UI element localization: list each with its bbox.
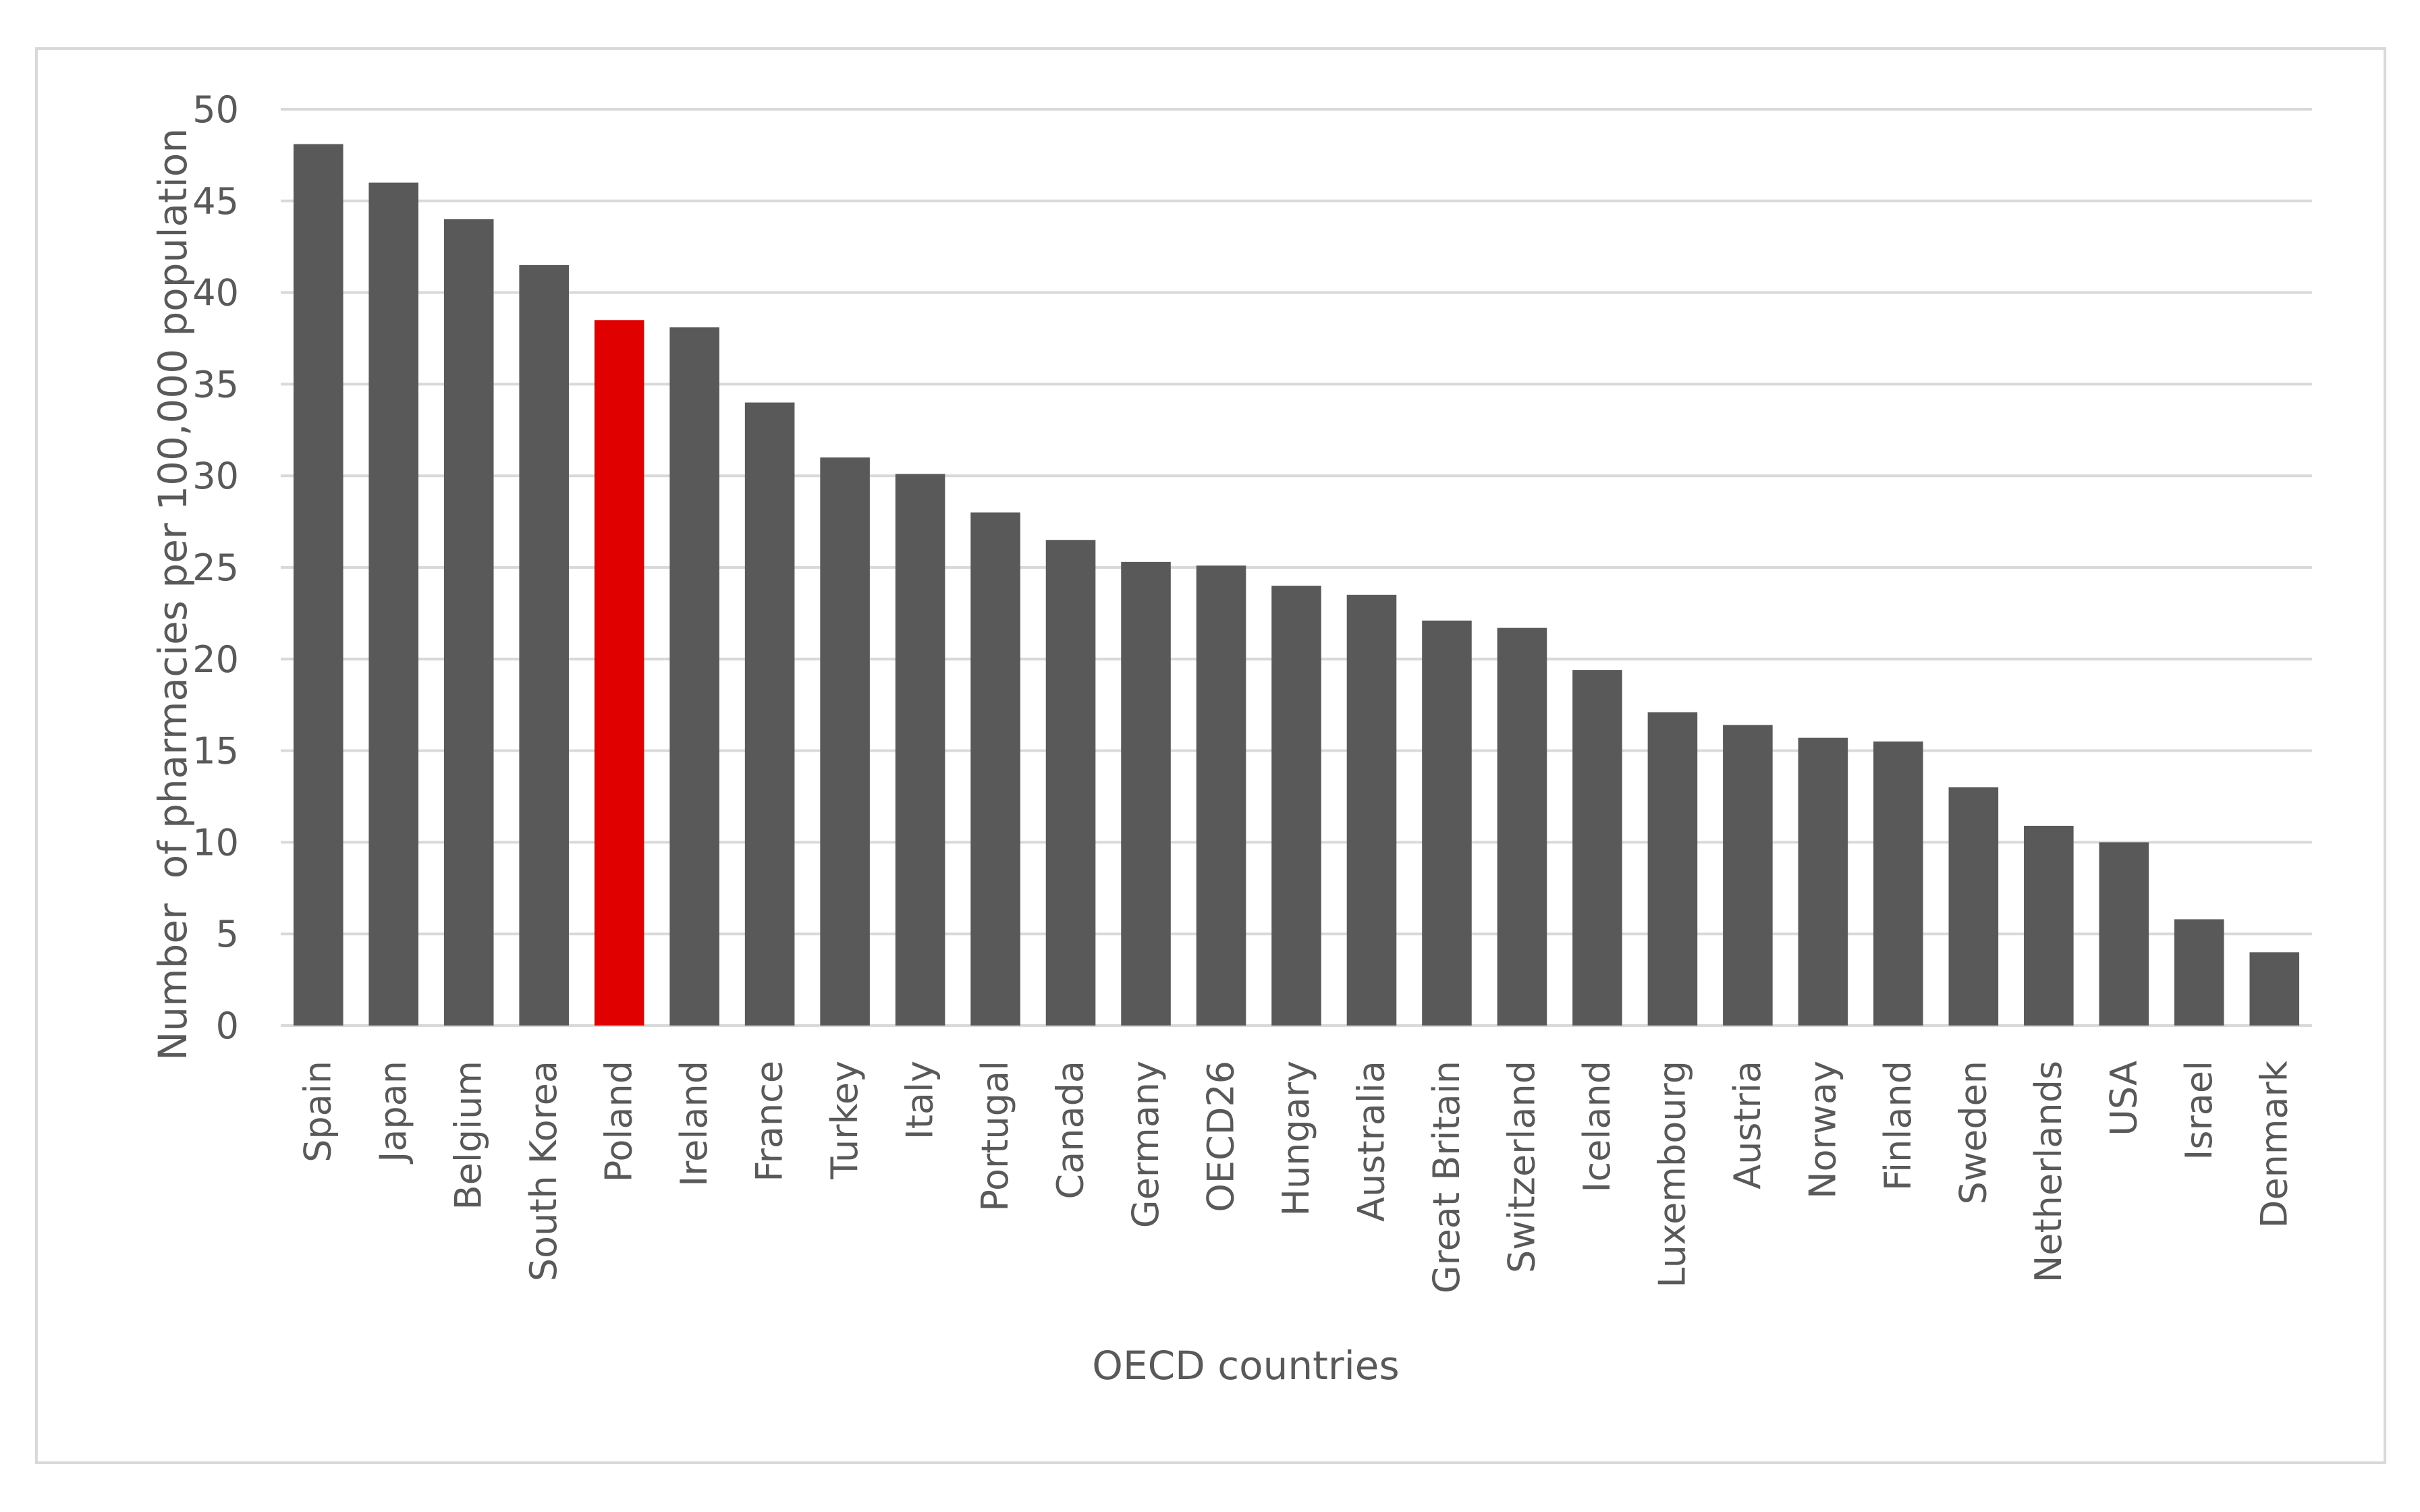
bar-chart: 0 5 10 15 20 25 30 35 40 45 50 Spain Japan Belgium So… [150,88,2312,1389]
bar-israel [2174,919,2224,1026]
bar-iceland [1572,670,1622,1026]
x-tick-label: Portugal [974,1061,1016,1212]
bar-ireland [669,327,719,1026]
x-tick-label: Netherlands [2027,1061,2070,1283]
x-tick-label: Denmark [2253,1060,2295,1228]
y-tick-label: 40 [192,272,239,314]
bar-finland [1873,741,1923,1026]
y-tick-label: 20 [192,638,239,681]
x-tick-label: France [748,1061,791,1182]
x-tick-label: Hungary [1275,1061,1317,1216]
bar-sweden [1948,787,1999,1026]
x-tick-label: Sweden [1952,1061,1994,1204]
x-tick-label: Norway [1801,1061,1844,1199]
x-tick-label: Israel [2178,1061,2220,1160]
bar-australia [1346,594,1397,1026]
bar-norway [1798,737,1848,1026]
bar-poland [594,320,644,1026]
bar-japan [368,182,419,1026]
x-tick-label: Ireland [673,1061,715,1187]
x-tick-label: Turkey [823,1061,866,1180]
x-tick-label: Spain [297,1061,339,1163]
y-tick-label: 0 [216,1005,239,1047]
x-tick-label: South Korea [522,1061,565,1281]
x-tick-label: USA [2102,1061,2145,1136]
bar-denmark [2249,952,2300,1026]
bar-switzerland [1497,627,1547,1026]
bar-italy [895,474,945,1026]
x-tick-label: Japan [372,1061,414,1165]
bar-hungary [1271,586,1321,1026]
x-axis-title: OECD countries [1092,1343,1399,1389]
x-tick-label: Great Britain [1425,1061,1468,1293]
bar-great-britain [1422,620,1472,1026]
x-tick-label: Germany [1124,1061,1167,1228]
x-tick-label: Finland [1877,1061,1919,1191]
y-tick-label: 5 [216,913,239,955]
y-tick-label: 45 [192,180,239,223]
bar-belgium [443,219,494,1026]
bar-luxembourg [1647,712,1698,1026]
y-axis-ticks: 0 5 10 15 20 25 30 35 40 45 50 [192,88,239,1047]
bar-spain [293,144,343,1026]
bar-austria [1723,725,1773,1026]
x-tick-label: Austria [1726,1061,1769,1189]
y-tick-label: 25 [192,547,239,589]
y-tick-label: 35 [192,363,239,405]
x-axis-ticks: Spain Japan Belgium South Korea Poland Irelan… [297,1060,2296,1293]
bar-france [744,402,795,1026]
x-tick-label: Italy [899,1061,941,1140]
x-tick-label: Switzerland [1500,1061,1543,1273]
bar-canada [1045,540,1096,1026]
bar-usa [2099,842,2149,1026]
x-tick-label: Australia [1350,1061,1392,1222]
bar-south-korea [519,264,569,1026]
bar-germany [1121,561,1171,1026]
bar-portugal [970,512,1020,1026]
x-tick-label: OECD26 [1200,1061,1242,1212]
y-tick-label: 10 [192,821,239,864]
y-tick-label: 15 [192,730,239,773]
y-tick-label: 50 [192,88,239,131]
y-axis-title: Number of pharmacies per 100,000 populat… [150,128,196,1061]
x-tick-label: Canada [1049,1061,1092,1199]
x-tick-label: Iceland [1576,1061,1618,1192]
bar-oecd26 [1196,565,1246,1026]
x-tick-label: Luxembourg [1651,1061,1693,1288]
bar-turkey [820,457,870,1026]
y-tick-label: 30 [192,455,239,497]
x-tick-label: Poland [598,1061,640,1182]
bar-netherlands [2024,825,2074,1026]
chart-frame: 0 5 10 15 20 25 30 35 40 45 50 Spain Japan Belgium So… [35,47,2386,1464]
x-tick-label: Belgium [447,1061,490,1210]
bars [293,144,2300,1026]
